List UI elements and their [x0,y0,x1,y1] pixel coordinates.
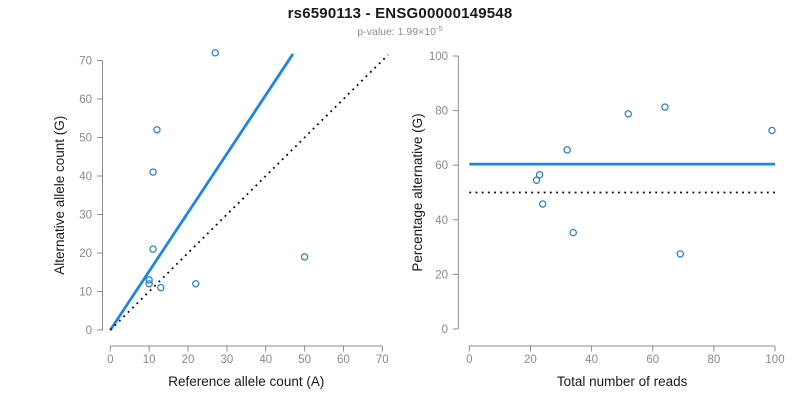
x-axis-tick-label: 0 [466,354,472,366]
data-point [145,276,153,284]
data-point [535,171,544,179]
data-point [149,168,157,176]
data-point [192,280,200,288]
data-point [768,126,776,135]
data-point [211,49,219,57]
y-axis-tick-label: 10 [79,287,92,299]
data-point [563,146,571,154]
data-point [153,126,161,134]
x-axis-tick-label: 20 [182,354,195,366]
right-y-axis-title: Percentage alternative (G) [410,113,425,271]
y-axis-tick-label: 20 [79,248,92,260]
data-point [569,228,577,237]
x-axis-tick-label: 0 [107,354,113,366]
x-axis-tick-label: 60 [337,354,350,366]
left-x-axis-title: Reference allele count (A) [168,374,324,389]
data-point [532,176,541,184]
data-point [676,250,684,258]
x-axis-tick-label: 10 [143,354,156,366]
y-axis-tick-label: 20 [435,269,448,281]
y-axis-tick-label: 40 [435,215,448,227]
y-axis-tick-label: 50 [79,133,92,145]
x-axis-tick-label: 50 [298,354,311,366]
data-point [145,280,153,288]
y-axis-tick-label: 70 [79,56,92,68]
figure-title: rs6590113 - ENSG00000149548 [287,5,513,22]
x-axis-tick-label: 100 [765,354,784,366]
figure-subtitle: p-value: 1.99×10-5 [0,24,800,38]
identity-line [109,54,389,331]
data-point [157,283,165,292]
right-scatter-plot: 0 20 40 60 80 100 0 20 40 60 80 100 Total number of … [410,51,785,389]
y-axis-tick-label: 30 [79,210,92,222]
y-axis-tick-label: 100 [429,51,448,63]
x-axis-tick-label: 70 [376,354,389,366]
right-x-axis-title: Total number of reads [557,374,688,389]
y-axis-tick-label: 60 [79,94,92,106]
data-point [538,200,547,208]
y-axis-tick-label: 60 [435,160,448,172]
x-axis-tick-label: 20 [524,354,537,366]
x-axis-tick-label: 40 [259,354,272,366]
x-axis-tick-label: 80 [707,354,720,366]
x-axis-tick-label: 40 [585,354,598,366]
left-y-axis-title: Alternative allele count (G) [52,116,67,275]
p-value-text: p-value: 1.99×10 [357,26,436,38]
data-point [300,253,309,261]
data-point [149,245,157,253]
data-point [661,103,669,111]
x-axis-tick-label: 30 [220,354,233,366]
fit-line [109,53,295,331]
x-axis-tick-label: 60 [646,354,659,366]
y-axis-tick-label: 0 [86,325,92,337]
y-axis-tick-label: 0 [442,324,448,336]
y-axis-tick-label: 40 [79,171,92,183]
p-value-exponent: -5 [435,24,443,33]
data-point [624,110,632,118]
y-axis-tick-label: 80 [435,106,448,118]
left-scatter-plot: 0 10 20 30 40 50 60 70 0 10 20 30 40 50 60 70 Reference … [52,49,389,389]
